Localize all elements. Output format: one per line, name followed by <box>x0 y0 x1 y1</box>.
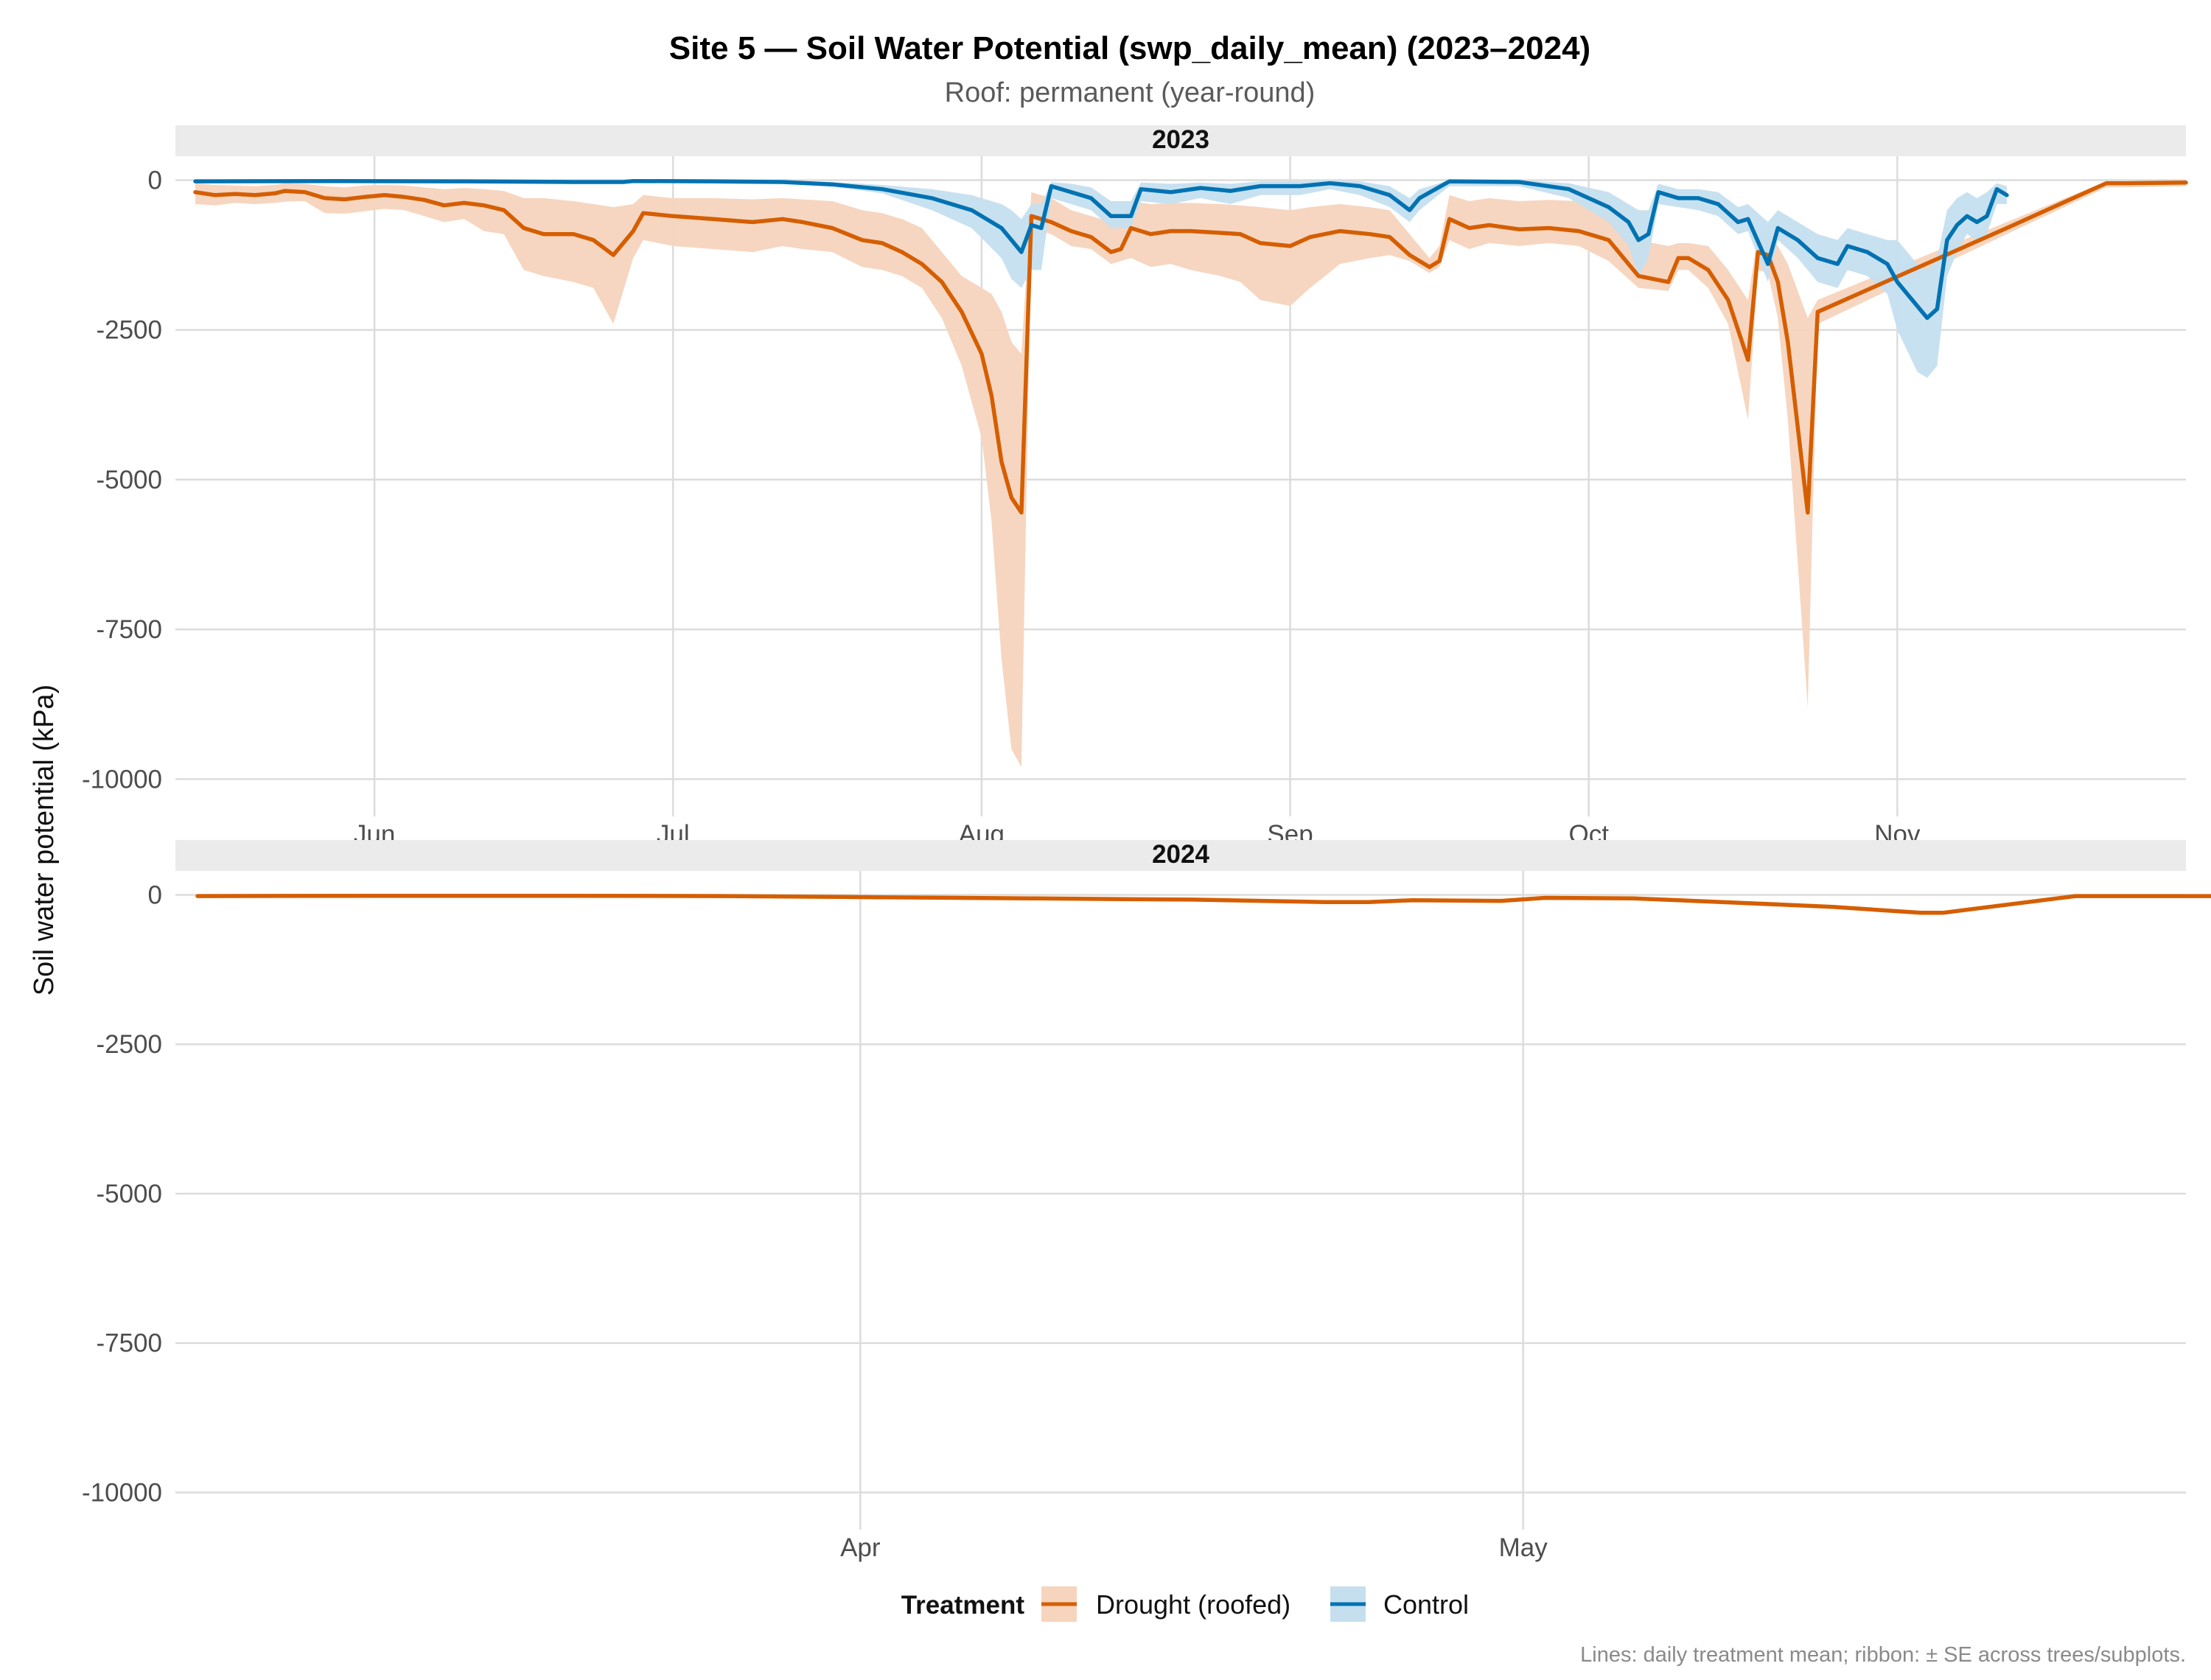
ribbon-drought-roofed <box>195 181 2186 768</box>
y-tick-label: -10000 <box>82 1478 162 1507</box>
y-tick-label: 0 <box>148 167 162 195</box>
legend-label-control: Control <box>1383 1589 1469 1620</box>
y-tick-label: -5000 <box>96 466 162 494</box>
y-tick-label: -7500 <box>96 1329 162 1358</box>
y-tick-label: -10000 <box>82 765 162 794</box>
chart-title: Site 5 — Soil Water Potential (swp_daily… <box>669 30 1590 66</box>
y-axis-label: Soil water potential (kPa) <box>29 685 60 995</box>
panel-strip <box>175 125 2186 156</box>
legend-item-control: Control <box>1330 1586 1469 1622</box>
y-tick-label: 0 <box>148 881 162 909</box>
x-tick-label: May <box>1499 1533 1548 1562</box>
legend-item-drought: Drought (roofed) <box>1041 1586 1290 1622</box>
y-tick-label: -2500 <box>96 1030 162 1059</box>
y-tick-label: -5000 <box>96 1180 162 1208</box>
legend-label-drought: Drought (roofed) <box>1096 1589 1290 1620</box>
legend-title: Treatment <box>901 1591 1025 1620</box>
panel-2024: 2024 0 -2500 -5000 -7500 -10000 Apr May <box>82 840 2211 1562</box>
chart-subtitle: Roof: permanent (year-round) <box>945 77 1316 108</box>
panel-strip <box>175 840 2186 871</box>
series-line-drought-roofed <box>193 181 2188 515</box>
series-line-control <box>193 178 2009 321</box>
y-tick-label: -7500 <box>96 615 162 644</box>
legend: Treatment Drought (roofed) Control <box>901 1586 1469 1622</box>
series-line-drought-roofed <box>195 893 2211 915</box>
chart-caption: Lines: daily treatment mean; ribbon: ± S… <box>1580 1643 2186 1667</box>
y-tick-label: -2500 <box>96 316 162 345</box>
panel-strip-label: 2023 <box>1152 125 1209 154</box>
x-tick-label: Apr <box>840 1533 881 1562</box>
panel-strip-label: 2024 <box>1152 840 1209 869</box>
